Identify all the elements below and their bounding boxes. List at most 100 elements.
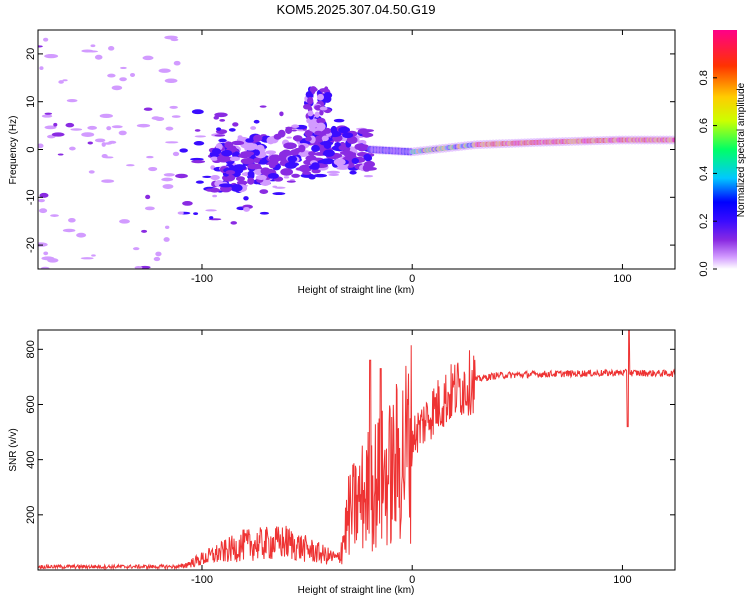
- chart-title: KOM5.2025.307.04.50.G19: [276, 2, 435, 17]
- heat-blob: [280, 168, 293, 176]
- colorbar: 0.0 0.2 0.4 0.6 0.8 Normalized spectral ampl…: [698, 30, 747, 277]
- heat-blob: [164, 78, 178, 84]
- heat-blob: [38, 242, 48, 247]
- heat-blob: [315, 136, 323, 143]
- heat-blob: [43, 37, 49, 42]
- heat-blob: [210, 175, 220, 181]
- heat-blob: [108, 140, 117, 144]
- heat-blob: [298, 144, 306, 153]
- heat-blob: [333, 118, 345, 123]
- heat-blob: [38, 143, 44, 149]
- heat-blob: [285, 162, 300, 167]
- heat-blob: [111, 85, 123, 91]
- heat-blob: [142, 55, 154, 61]
- heat-blob: [228, 128, 236, 132]
- heat-blob: [306, 96, 314, 105]
- heat-blob: [39, 192, 49, 198]
- heat-blob: [320, 158, 335, 165]
- heat-blob: [68, 218, 76, 223]
- heat-blob: [273, 133, 282, 140]
- heat-blob: [90, 44, 96, 48]
- heat-blob: [328, 131, 342, 138]
- heat-blob: [259, 211, 270, 215]
- snr-frame: [37, 329, 676, 571]
- heat-blob: [194, 129, 201, 132]
- heat-blob: [290, 149, 299, 156]
- heat-blob: [225, 170, 236, 175]
- heat-blob: [333, 158, 346, 166]
- heat-blob: [70, 128, 83, 131]
- heat-blob: [62, 228, 76, 233]
- heat-blob: [235, 176, 246, 182]
- heat-blob: [342, 132, 354, 139]
- heat-blob: [53, 122, 58, 127]
- heat-blob: [265, 150, 277, 155]
- heat-blob: [230, 184, 243, 192]
- heat-blob: [303, 103, 312, 110]
- heat-blob: [94, 54, 103, 60]
- spectrogram-ytick-label: 0: [25, 146, 37, 152]
- heat-blob: [321, 135, 329, 142]
- heat-blob: [91, 254, 96, 257]
- heat-blob: [253, 149, 260, 156]
- heat-blob: [141, 229, 148, 233]
- colorbar-label: Normalized spectral amplitude: [736, 82, 747, 217]
- heat-blob: [125, 164, 135, 167]
- heat-blob: [177, 211, 184, 215]
- heat-blob: [101, 153, 108, 159]
- heat-blob: [164, 35, 178, 40]
- heat-blob: [243, 206, 250, 212]
- heat-blob: [286, 180, 296, 183]
- heat-blob: [99, 113, 113, 119]
- colorbar-gradient: [713, 30, 737, 269]
- heat-blob: [311, 144, 320, 153]
- heat-blob: [224, 141, 234, 149]
- heat-blob: [209, 216, 214, 220]
- heat-blob: [44, 112, 53, 115]
- snr-xtick-label: -100: [191, 574, 213, 586]
- heat-blob: [44, 125, 57, 130]
- heat-blob: [193, 212, 199, 215]
- heat-blob: [283, 176, 290, 179]
- heat-blob: [285, 126, 293, 134]
- heat-blob: [162, 184, 174, 189]
- heat-blob: [161, 177, 174, 182]
- heat-blob: [213, 115, 219, 120]
- heat-blob: [143, 107, 153, 111]
- heat-blob: [298, 151, 309, 157]
- heat-blob: [247, 170, 255, 178]
- heat-blob: [250, 126, 257, 130]
- heat-blob: [179, 148, 188, 153]
- heat-blob: [313, 173, 328, 178]
- heat-blob: [311, 88, 316, 95]
- heat-blob: [278, 151, 287, 159]
- spectrogram-xlabel: Height of straight line (km): [298, 285, 415, 296]
- heat-blob: [311, 168, 321, 174]
- heat-blob: [101, 142, 106, 147]
- heat-blob: [314, 105, 319, 110]
- heat-blob: [154, 116, 165, 121]
- heat-blob: [209, 187, 221, 193]
- heat-blob: [240, 151, 255, 156]
- heat-blob: [205, 209, 217, 212]
- heat-blob: [272, 192, 286, 196]
- heat-blob: [129, 72, 136, 77]
- heat-blob: [41, 114, 53, 118]
- heat-blob: [69, 146, 76, 151]
- heat-blob: [267, 172, 279, 179]
- spectrogram-ytick-label: -10: [25, 189, 37, 205]
- spectrogram-ytick-label: -20: [25, 237, 37, 253]
- snr-xtick-label: 0: [409, 574, 415, 586]
- heat-blob: [248, 143, 258, 150]
- heat-blob: [212, 194, 218, 198]
- heat-blob: [230, 221, 238, 225]
- heat-blob: [363, 160, 376, 168]
- spectrogram-xtick-label: 100: [613, 273, 631, 285]
- heat-blob: [40, 266, 50, 269]
- heat-blob: [324, 127, 331, 134]
- heat-blob: [132, 247, 140, 251]
- heat-blob: [145, 194, 151, 200]
- heat-blob: [190, 157, 204, 161]
- spectrogram-xtick-label: -100: [191, 273, 213, 285]
